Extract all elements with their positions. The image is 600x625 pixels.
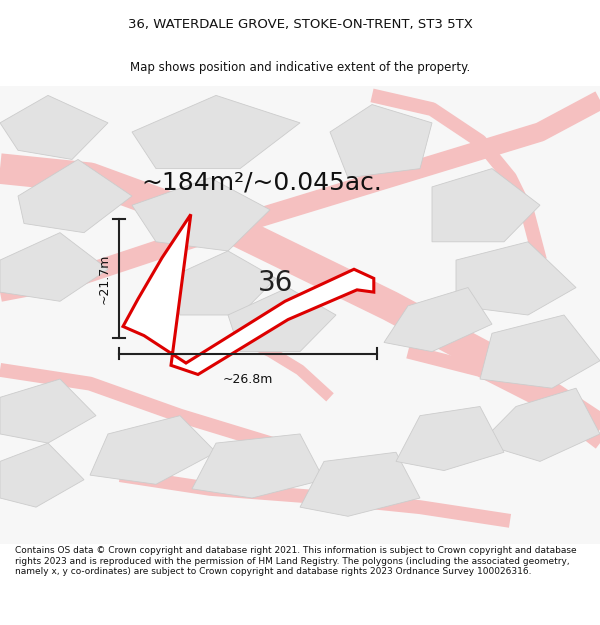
Polygon shape xyxy=(432,169,540,242)
Polygon shape xyxy=(480,388,600,461)
Polygon shape xyxy=(384,288,492,352)
Polygon shape xyxy=(0,443,84,507)
Text: ~26.8m: ~26.8m xyxy=(223,372,273,386)
Polygon shape xyxy=(90,416,216,484)
Polygon shape xyxy=(192,434,324,498)
Polygon shape xyxy=(0,232,108,301)
Polygon shape xyxy=(18,159,132,232)
Text: 36, WATERDALE GROVE, STOKE-ON-TRENT, ST3 5TX: 36, WATERDALE GROVE, STOKE-ON-TRENT, ST3… xyxy=(128,18,472,31)
Text: 36: 36 xyxy=(259,269,293,297)
Polygon shape xyxy=(456,242,576,315)
Polygon shape xyxy=(228,288,336,352)
Text: Contains OS data © Crown copyright and database right 2021. This information is : Contains OS data © Crown copyright and d… xyxy=(15,546,577,576)
Polygon shape xyxy=(168,251,276,315)
Text: ~184m²/~0.045ac.: ~184m²/~0.045ac. xyxy=(141,171,382,194)
Text: Map shows position and indicative extent of the property.: Map shows position and indicative extent… xyxy=(130,61,470,74)
Polygon shape xyxy=(480,315,600,388)
Polygon shape xyxy=(0,96,108,159)
Polygon shape xyxy=(0,379,96,443)
Polygon shape xyxy=(330,104,432,177)
Polygon shape xyxy=(300,452,420,516)
Text: ~21.7m: ~21.7m xyxy=(97,253,110,304)
Polygon shape xyxy=(132,177,270,251)
Polygon shape xyxy=(123,214,374,374)
Polygon shape xyxy=(132,96,300,169)
Polygon shape xyxy=(396,406,504,471)
